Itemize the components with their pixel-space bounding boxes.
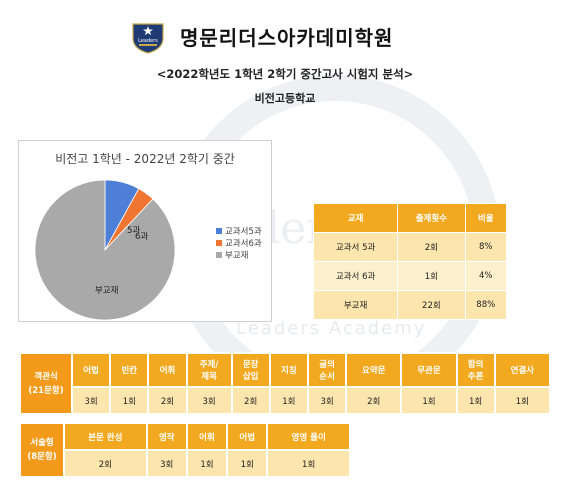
high-school-name: 비전고등학교 [254,92,316,105]
objective-count-cell: 3회 [70,386,112,415]
summary-cell: 2회 [397,232,466,262]
essay-label-title: 서술형 [30,438,54,448]
objective-count-cell: 3회 [306,386,348,415]
academy-name: 명문리더스아카데미학원 [180,26,394,50]
objective-count-cell: 1회 [455,386,496,415]
objective-type-label: 주제/ [199,360,219,370]
objective-label-title: 객관식 [34,371,58,382]
objective-type-header: 어법 [70,352,112,388]
objective-questions-table: 객관식 (21문항) 어법 빈칸 어휘 주제/제목 문장 삽입 지칭 글의 순서 요약문 무관문 함의… [19,352,552,415]
objective-type-label: 문장 [242,360,259,370]
summary-cell: 88% [464,290,507,320]
objective-type-header: 빈칸 [109,352,150,388]
legend-swatch [216,252,222,258]
objective-count-cell: 1회 [268,386,309,415]
summary-header-cell: 출제횟수 [397,203,466,233]
objective-count-cell: 2회 [230,386,271,415]
summary-cell: 교과서 6과 [312,261,399,291]
objective-count-cell: 1회 [400,386,458,415]
essay-count-cell: 1회 [266,449,351,478]
essay-label: 서술형 (8문항) [19,422,65,478]
summary-cell: 부교재 [312,290,399,320]
pie-slice-3 [34,179,176,321]
essay-type-header: 영작 [145,422,188,451]
objective-type-header: 요약문 [345,352,403,388]
objective-type-label: 순서 [319,372,335,382]
objective-type-header: 무관문 [400,352,458,388]
objective-count-cell: 2회 [345,386,403,415]
watermark-text: Leaders Academy [236,318,427,339]
summary-cell: 1회 [397,261,466,291]
objective-type-label: 무관문 [417,366,441,376]
summary-row: 교과서 6과 1회 4% [312,261,507,291]
legend-swatch [216,228,222,234]
essay-type-header: 어휘 [185,422,229,451]
essay-count-cell: 1회 [185,449,229,478]
textbook-summary-table: 교재 출제횟수 비율 교과서 5과 2회 8% 교과서 6과 1회 4% 부교재 22회 88% [312,203,507,320]
academy-logo: Leaders [132,23,164,54]
chart-title: 비전고 1학년 - 2022년 2학기 중간 [55,152,235,166]
objective-type-header: 지칭 [268,352,309,388]
objective-count-cell: 2회 [147,386,188,415]
essay-type-header: 어법 [226,422,269,451]
objective-type-label: 제목 [201,372,217,382]
objective-type-label: 요약문 [362,366,386,376]
pie-data-label: 6과 [135,232,148,242]
pie-data-label: 5과 [127,226,140,236]
essay-type-header: 영영 풀이 [266,422,351,451]
objective-type-header: 어휘 [147,352,188,388]
objective-type-label: 연결사 [510,366,535,376]
summary-cell: 8% [464,232,507,262]
summary-row: 부교재 22회 88% [312,290,507,320]
objective-type-header: 주제/제목 [185,352,233,388]
legend-swatch [216,240,222,246]
essay-questions-table: 서술형 (8문항) 본문 완성 영작 어휘 어법 영영 풀이 2회 3회 1회 1회 1회 [19,422,351,478]
pie-data-label: 부교재 [95,286,118,296]
essay-count-cell: 2회 [63,449,148,478]
objective-type-label: 글의 [319,360,335,370]
summary-header-cell: 교재 [312,203,399,233]
objective-count-cell: 1회 [493,386,552,415]
essay-type-header: 본문 완성 [63,422,148,451]
summary-cell: 교과서 5과 [312,232,399,262]
legend-label: 부교재 [225,251,248,261]
logo-text: Leaders [138,38,158,44]
essay-count-cell: 1회 [226,449,269,478]
summary-row: 교과서 5과 2회 8% [312,232,507,262]
objective-type-label: 추론 [467,372,484,382]
legend-label: 교과서6과 [225,239,262,249]
objective-type-label: 지칭 [281,366,297,376]
objective-type-label: 어법 [83,366,99,376]
objective-label: 객관식 (21문항) [19,352,73,415]
objective-count-cell: 3회 [185,386,233,415]
summary-cell: 4% [464,261,507,291]
exam-subtitle: <2022학년도 1학년 2학기 중간고사 시험지 분석> [156,67,414,81]
objective-label-count: (21문항) [28,385,64,396]
summary-cell: 22회 [397,290,466,320]
essay-count-cell: 3회 [145,449,188,478]
objective-type-label: 함의 [467,360,484,370]
legend-label: 교과서5과 [225,227,262,237]
summary-header-cell: 비율 [464,203,507,233]
objective-type-label: 어휘 [159,366,176,376]
essay-label-count: (8문항) [27,452,57,462]
objective-type-header: 연결사 [493,352,552,388]
objective-type-label: 빈칸 [121,366,138,376]
objective-type-label: 삽입 [242,372,259,382]
objective-count-cell: 1회 [109,386,150,415]
